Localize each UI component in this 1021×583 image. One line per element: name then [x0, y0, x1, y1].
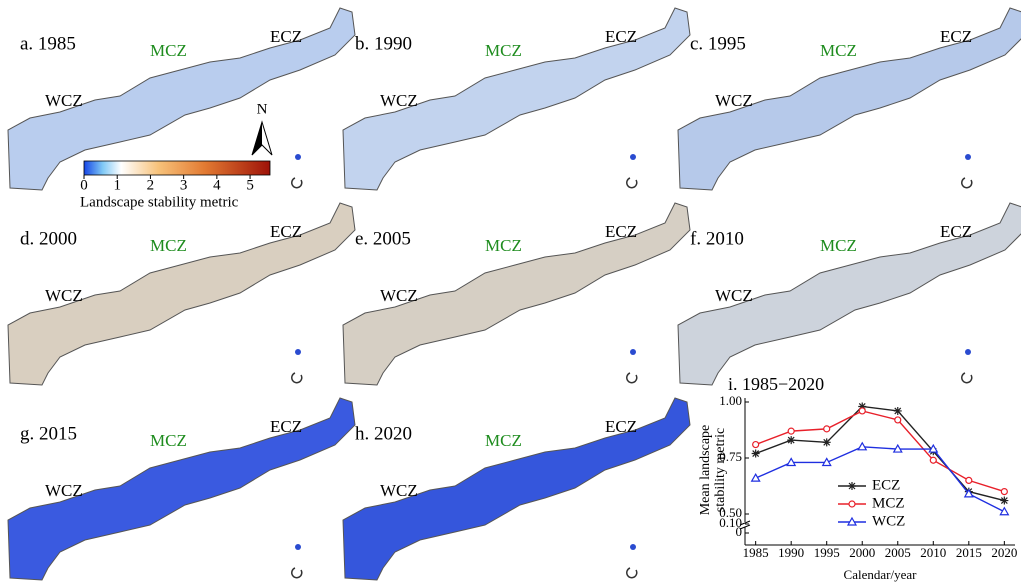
- island: [295, 154, 301, 160]
- colorbar-tick-label: 0: [80, 177, 88, 193]
- point-marker: [859, 408, 865, 414]
- point-marker: [966, 477, 972, 483]
- point-marker: [894, 407, 902, 415]
- point-marker: [752, 450, 760, 458]
- island: [295, 544, 301, 550]
- zone-label: MCZ: [820, 41, 857, 60]
- y-axis-label: Mean landscape: [698, 425, 713, 516]
- point-marker: [849, 501, 855, 507]
- zone-label: WCZ: [45, 286, 83, 305]
- colorbar-tick-label: 4: [213, 177, 221, 193]
- zone-label: MCZ: [820, 236, 857, 255]
- zone-label: WCZ: [380, 481, 418, 500]
- zone-label: ECZ: [270, 417, 302, 436]
- island: [627, 178, 637, 188]
- island: [630, 154, 636, 160]
- island: [965, 349, 971, 355]
- island: [627, 568, 637, 578]
- x-tick-label: 2005: [885, 545, 911, 560]
- point-marker: [824, 426, 830, 432]
- x-tick-label: 1995: [814, 545, 840, 560]
- island: [627, 373, 637, 383]
- island: [295, 349, 301, 355]
- map-panel: e. 2005 WCZ MCZ ECZ: [343, 203, 690, 385]
- panel-title: g. 2015: [20, 423, 77, 444]
- panel-title: h. 2020: [355, 423, 412, 444]
- zone-label: WCZ: [715, 91, 753, 110]
- colorbar-label: Landscape stability metric: [80, 194, 239, 210]
- legend-label: MCZ: [872, 495, 905, 511]
- panel-title: c. 1995: [690, 33, 746, 54]
- colorbar-tick-label: 3: [180, 177, 188, 193]
- zone-label: ECZ: [605, 27, 637, 46]
- point-marker: [1000, 508, 1008, 515]
- colorbar-tick-label: 1: [113, 177, 121, 193]
- x-tick-label: 1985: [743, 545, 769, 560]
- panel-title: e. 2005: [355, 228, 411, 249]
- colorbar: [84, 161, 270, 175]
- point-marker: [1001, 489, 1007, 495]
- map-panel: d. 2000 WCZ MCZ ECZ: [8, 203, 355, 385]
- zone-label: ECZ: [940, 27, 972, 46]
- panel-title: d. 2000: [20, 228, 77, 249]
- zone-label: ECZ: [270, 27, 302, 46]
- zone-label: ECZ: [605, 417, 637, 436]
- map-panel: g. 2015 WCZ MCZ ECZ: [8, 398, 355, 580]
- island: [962, 373, 972, 383]
- zone-label: MCZ: [485, 431, 522, 450]
- x-tick-label: 2000: [849, 545, 875, 560]
- legend-label: ECZ: [872, 477, 900, 493]
- map-panel: h. 2020 WCZ MCZ ECZ: [343, 398, 690, 580]
- zone-label: MCZ: [150, 41, 187, 60]
- zone-label: WCZ: [45, 481, 83, 500]
- panel-title: f. 2010: [690, 228, 744, 249]
- zone-label: WCZ: [380, 91, 418, 110]
- colorbar-tick-label: 5: [246, 177, 254, 193]
- zone-label: WCZ: [380, 286, 418, 305]
- point-marker: [787, 436, 795, 444]
- x-tick-label: 2020: [991, 545, 1017, 560]
- north-label: N: [257, 101, 268, 117]
- zone-label: ECZ: [605, 222, 637, 241]
- point-marker: [753, 442, 759, 448]
- zone-label: WCZ: [715, 286, 753, 305]
- zone-label: MCZ: [150, 236, 187, 255]
- point-marker: [848, 482, 856, 490]
- point-marker: [823, 438, 831, 446]
- island: [630, 544, 636, 550]
- x-tick-label: 2010: [920, 545, 946, 560]
- map-panel: f. 2010 WCZ MCZ ECZ: [678, 203, 1021, 385]
- chart-title: i. 1985−2020: [728, 374, 824, 394]
- island: [292, 373, 302, 383]
- island: [292, 568, 302, 578]
- point-marker: [895, 417, 901, 423]
- map-panel: c. 1995 WCZ MCZ ECZ: [678, 8, 1021, 190]
- island: [292, 178, 302, 188]
- x-axis-label: Calendar/year: [844, 567, 918, 582]
- colorbar-tick-label: 2: [147, 177, 155, 193]
- island: [965, 154, 971, 160]
- map-panel: b. 1990 WCZ MCZ ECZ: [343, 8, 690, 190]
- figure: a. 1985 WCZ MCZ ECZ b. 1990 WCZ MCZ ECZ c. 1995 W…: [0, 0, 1021, 583]
- point-marker: [1000, 497, 1008, 505]
- point-marker: [930, 457, 936, 463]
- island: [962, 178, 972, 188]
- legend-label: WCZ: [872, 513, 905, 529]
- panel-title: b. 1990: [355, 33, 412, 54]
- y-tick-label: 1.00: [719, 393, 742, 408]
- point-marker: [788, 428, 794, 434]
- y-axis-label: stability metric: [713, 428, 728, 512]
- zone-label: MCZ: [150, 431, 187, 450]
- x-tick-label: 2015: [956, 545, 982, 560]
- island: [630, 349, 636, 355]
- zone-label: MCZ: [485, 236, 522, 255]
- panel-title: a. 1985: [20, 33, 76, 54]
- zone-label: MCZ: [485, 41, 522, 60]
- zone-label: WCZ: [45, 91, 83, 110]
- zone-label: ECZ: [940, 222, 972, 241]
- zone-label: ECZ: [270, 222, 302, 241]
- x-tick-label: 1990: [778, 545, 804, 560]
